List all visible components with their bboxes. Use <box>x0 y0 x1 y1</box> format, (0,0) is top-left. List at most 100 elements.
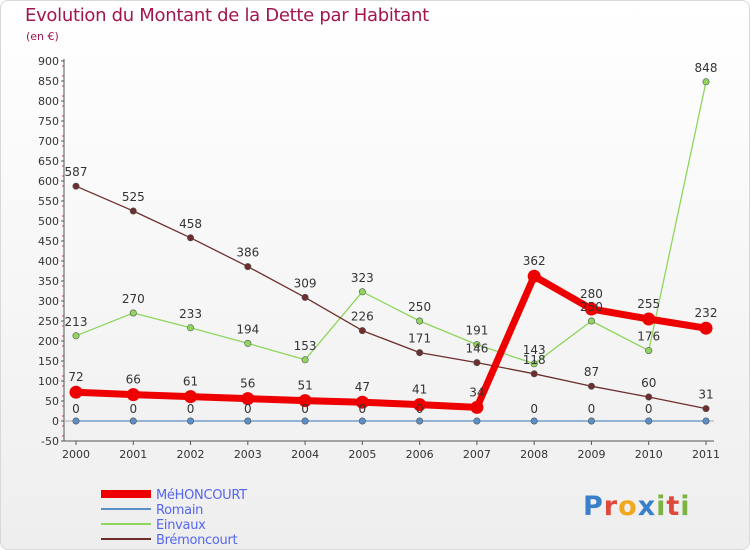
unit-label: (en €) <box>26 30 59 43</box>
data-label: 0 <box>530 402 538 416</box>
data-point-0 <box>527 269 541 283</box>
data-label: 171 <box>408 332 431 346</box>
x-tick-label: 2004 <box>291 448 319 461</box>
data-label: 232 <box>695 306 718 320</box>
data-point-0 <box>241 392 255 406</box>
data-point-1 <box>301 417 309 425</box>
data-label: 143 <box>523 343 546 357</box>
data-point-1 <box>645 417 653 425</box>
data-label: 47 <box>355 380 370 394</box>
x-tick-label: 2002 <box>177 448 205 461</box>
data-point-3 <box>702 405 710 413</box>
data-label: 525 <box>122 190 145 204</box>
series-line-0 <box>72 272 710 411</box>
data-label: 41 <box>412 383 427 397</box>
data-point-2 <box>301 356 309 364</box>
data-point-1 <box>530 417 538 425</box>
y-tick-label: 0 <box>52 415 59 428</box>
x-tick-label: 2011 <box>692 448 720 461</box>
data-point-3 <box>244 263 252 271</box>
data-point-1 <box>72 417 80 425</box>
x-tick-label: 2000 <box>62 448 90 461</box>
data-label: 0 <box>187 402 195 416</box>
data-label: 51 <box>297 379 312 393</box>
series-line-2 <box>75 81 707 365</box>
data-point-1 <box>358 417 366 425</box>
data-point-0 <box>470 400 484 414</box>
data-label: 323 <box>351 271 374 285</box>
x-tick-label: 2008 <box>520 448 548 461</box>
y-tick-label: 600 <box>38 175 59 188</box>
data-point-2 <box>416 317 424 325</box>
data-label: 250 <box>580 300 603 314</box>
legend-label-3: Brémoncourt <box>156 533 238 548</box>
x-tick-label: 2001 <box>119 448 147 461</box>
data-label: 458 <box>179 217 202 231</box>
data-point-3 <box>72 182 80 190</box>
x-tick-label: 2003 <box>234 448 262 461</box>
data-label: 0 <box>645 402 653 416</box>
data-label: 31 <box>698 388 713 402</box>
data-label: 255 <box>637 297 660 311</box>
data-point-3 <box>358 327 366 335</box>
legend-label-1: Romain <box>156 503 203 518</box>
x-tick-label: 2010 <box>635 448 663 461</box>
data-point-0 <box>413 398 427 412</box>
data-point-3 <box>129 207 137 215</box>
y-tick-label: -50 <box>41 435 59 448</box>
data-point-2 <box>702 78 710 86</box>
x-tick-label: 2007 <box>463 448 491 461</box>
y-tick-label: 500 <box>38 215 59 228</box>
data-label: 153 <box>294 339 317 353</box>
y-tick-label: 450 <box>38 235 59 248</box>
data-point-1 <box>702 417 710 425</box>
data-point-1 <box>416 417 424 425</box>
data-point-1 <box>244 417 252 425</box>
data-label: 194 <box>236 322 259 336</box>
data-label: 280 <box>580 287 603 301</box>
data-point-0 <box>184 390 198 404</box>
data-label: 0 <box>588 402 596 416</box>
data-point-1 <box>473 417 481 425</box>
data-point-0 <box>126 388 140 402</box>
data-point-0 <box>355 395 369 409</box>
y-tick-label: 650 <box>38 155 59 168</box>
data-label: 87 <box>584 365 599 379</box>
y-tick-label: 750 <box>38 115 59 128</box>
data-label: 0 <box>72 402 80 416</box>
y-tick-label: 900 <box>38 55 59 68</box>
data-point-2 <box>187 324 195 332</box>
data-point-0 <box>584 302 598 316</box>
data-point-2 <box>129 309 137 317</box>
legend-label-0: MéHONCOURT <box>156 488 247 503</box>
data-label: 0 <box>359 402 367 416</box>
data-point-0 <box>69 385 83 399</box>
x-tick-label: 2009 <box>577 448 605 461</box>
data-label: 226 <box>351 310 374 324</box>
data-point-2 <box>244 339 252 347</box>
data-point-2 <box>473 341 481 349</box>
data-label: 386 <box>236 246 259 260</box>
data-label: 250 <box>408 300 431 314</box>
x-tick-label: 2006 <box>406 448 434 461</box>
y-tick-label: 200 <box>38 335 59 348</box>
data-label: 0 <box>244 402 252 416</box>
data-point-1 <box>129 417 137 425</box>
data-label: 0 <box>129 402 137 416</box>
proxiti-logo: Proxiti <box>583 491 691 522</box>
data-label: 191 <box>465 324 488 338</box>
data-label: 72 <box>68 370 83 384</box>
data-point-2 <box>72 332 80 340</box>
data-label: 233 <box>179 307 202 321</box>
y-tick-label: 400 <box>38 255 59 268</box>
data-point-3 <box>187 234 195 242</box>
data-label: 0 <box>301 402 309 416</box>
y-tick-label: 100 <box>38 375 59 388</box>
chart-title: Evolution du Montant de la Dette par Hab… <box>25 5 429 26</box>
data-point-3 <box>301 293 309 301</box>
y-tick-label: 250 <box>38 315 59 328</box>
y-tick-label: 550 <box>38 195 59 208</box>
data-point-2 <box>358 288 366 296</box>
